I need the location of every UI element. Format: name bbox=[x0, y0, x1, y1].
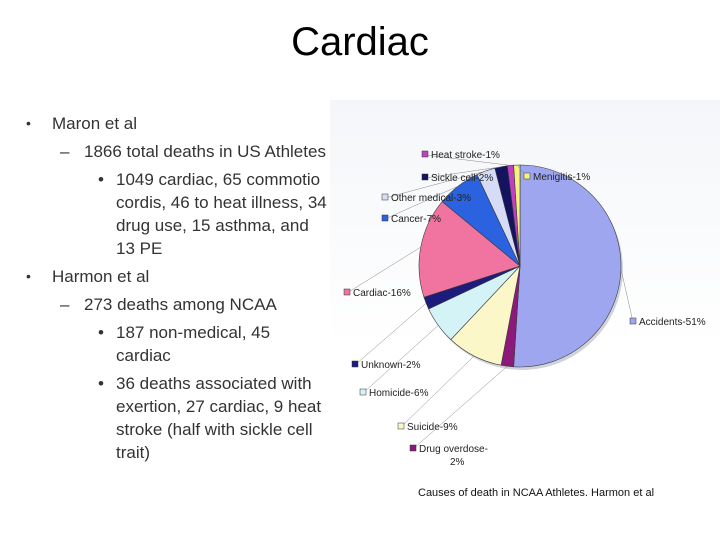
legend-marker bbox=[397, 422, 405, 430]
leader-line bbox=[400, 355, 475, 428]
pie-slice-cardiac bbox=[418, 201, 521, 298]
pie-label: Accidents-51% bbox=[639, 317, 706, 328]
pie-label: Menigitis-1% bbox=[533, 172, 590, 183]
leader-line bbox=[384, 170, 486, 199]
pie-label: Suicide-9% bbox=[407, 422, 458, 433]
bullet-text: Harmon et al bbox=[52, 267, 150, 286]
leader-line bbox=[384, 185, 459, 220]
pie-label: Cancer-7% bbox=[391, 214, 441, 225]
bullet-marker: • bbox=[98, 323, 104, 342]
leader-line bbox=[354, 303, 427, 366]
legend-marker bbox=[343, 288, 351, 296]
bullet-marker: – bbox=[60, 295, 70, 314]
bullet-list: • Maron et al –1866 total deaths in US At… bbox=[22, 112, 327, 469]
legend-marker bbox=[351, 360, 359, 368]
legend-marker bbox=[629, 317, 637, 325]
pie-label: Cardiac-16% bbox=[353, 288, 411, 299]
bullet-marker: • bbox=[98, 374, 104, 393]
slide-title: Cardiac bbox=[291, 20, 429, 64]
legend-marker bbox=[409, 444, 417, 452]
bullet-text: 187 non-medical, 45 cardiac bbox=[116, 323, 271, 365]
bullet-item: • Harmon et al bbox=[22, 265, 327, 288]
legend-marker bbox=[359, 388, 367, 396]
legend-marker bbox=[381, 214, 389, 222]
bullet-item: • 36 deaths associated with exertion, 27 … bbox=[22, 372, 327, 464]
leader-line bbox=[346, 246, 421, 294]
pie-label: Homicide-6% bbox=[369, 388, 429, 399]
bullet-text: Maron et al bbox=[52, 114, 138, 133]
legend-marker bbox=[381, 193, 389, 201]
bullet-text: 1866 total deaths in US Athletes bbox=[84, 142, 326, 161]
pie-label: Sickle cell-2% bbox=[431, 173, 493, 184]
bullet-item: • 187 non-medical, 45 cardiac bbox=[22, 321, 327, 367]
bullet-item: • Maron et al bbox=[22, 112, 327, 135]
bullet-item: –1866 total deaths in US Athletes bbox=[22, 140, 327, 163]
pie-chart: Accidents-51% Drug overdose-2% Suicide-9% H… bbox=[343, 150, 706, 468]
legend-marker bbox=[421, 173, 429, 181]
chart-caption: Causes of death in NCAA Athletes. Harmon… bbox=[418, 487, 655, 499]
pie-slice-accidents bbox=[513, 164, 622, 368]
bullet-text: 1049 cardiac, 65 commotio cordis, 46 to … bbox=[116, 170, 327, 258]
legend-marker bbox=[421, 150, 429, 158]
pie-label: Unknown-2% bbox=[361, 360, 421, 371]
pie-label: Drug overdose-2% bbox=[419, 444, 488, 468]
leader-line bbox=[412, 366, 508, 450]
bullet-item: • 1049 cardiac, 65 commotio cordis, 46 to… bbox=[22, 168, 327, 260]
leader-line bbox=[424, 154, 511, 166]
leader-line bbox=[362, 325, 439, 394]
leader-line bbox=[620, 269, 634, 323]
bullet-text: 273 deaths among NCAA bbox=[84, 295, 277, 314]
leader-line bbox=[424, 166, 502, 179]
pie-label: Heat stroke-1% bbox=[431, 150, 500, 161]
bullet-marker: • bbox=[26, 268, 31, 284]
pie-label: Other medical-3% bbox=[391, 193, 471, 204]
bullet-marker: • bbox=[26, 115, 31, 131]
pie-chart-panel: Accidents-51% Drug overdose-2% Suicide-9% H… bbox=[330, 100, 720, 510]
bullet-item: –273 deaths among NCAA bbox=[22, 293, 327, 316]
legend-marker bbox=[523, 172, 531, 180]
bullet-marker: • bbox=[98, 170, 104, 189]
bullet-text: 36 deaths associated with exertion, 27 c… bbox=[116, 374, 322, 462]
bullet-marker: – bbox=[60, 142, 70, 161]
